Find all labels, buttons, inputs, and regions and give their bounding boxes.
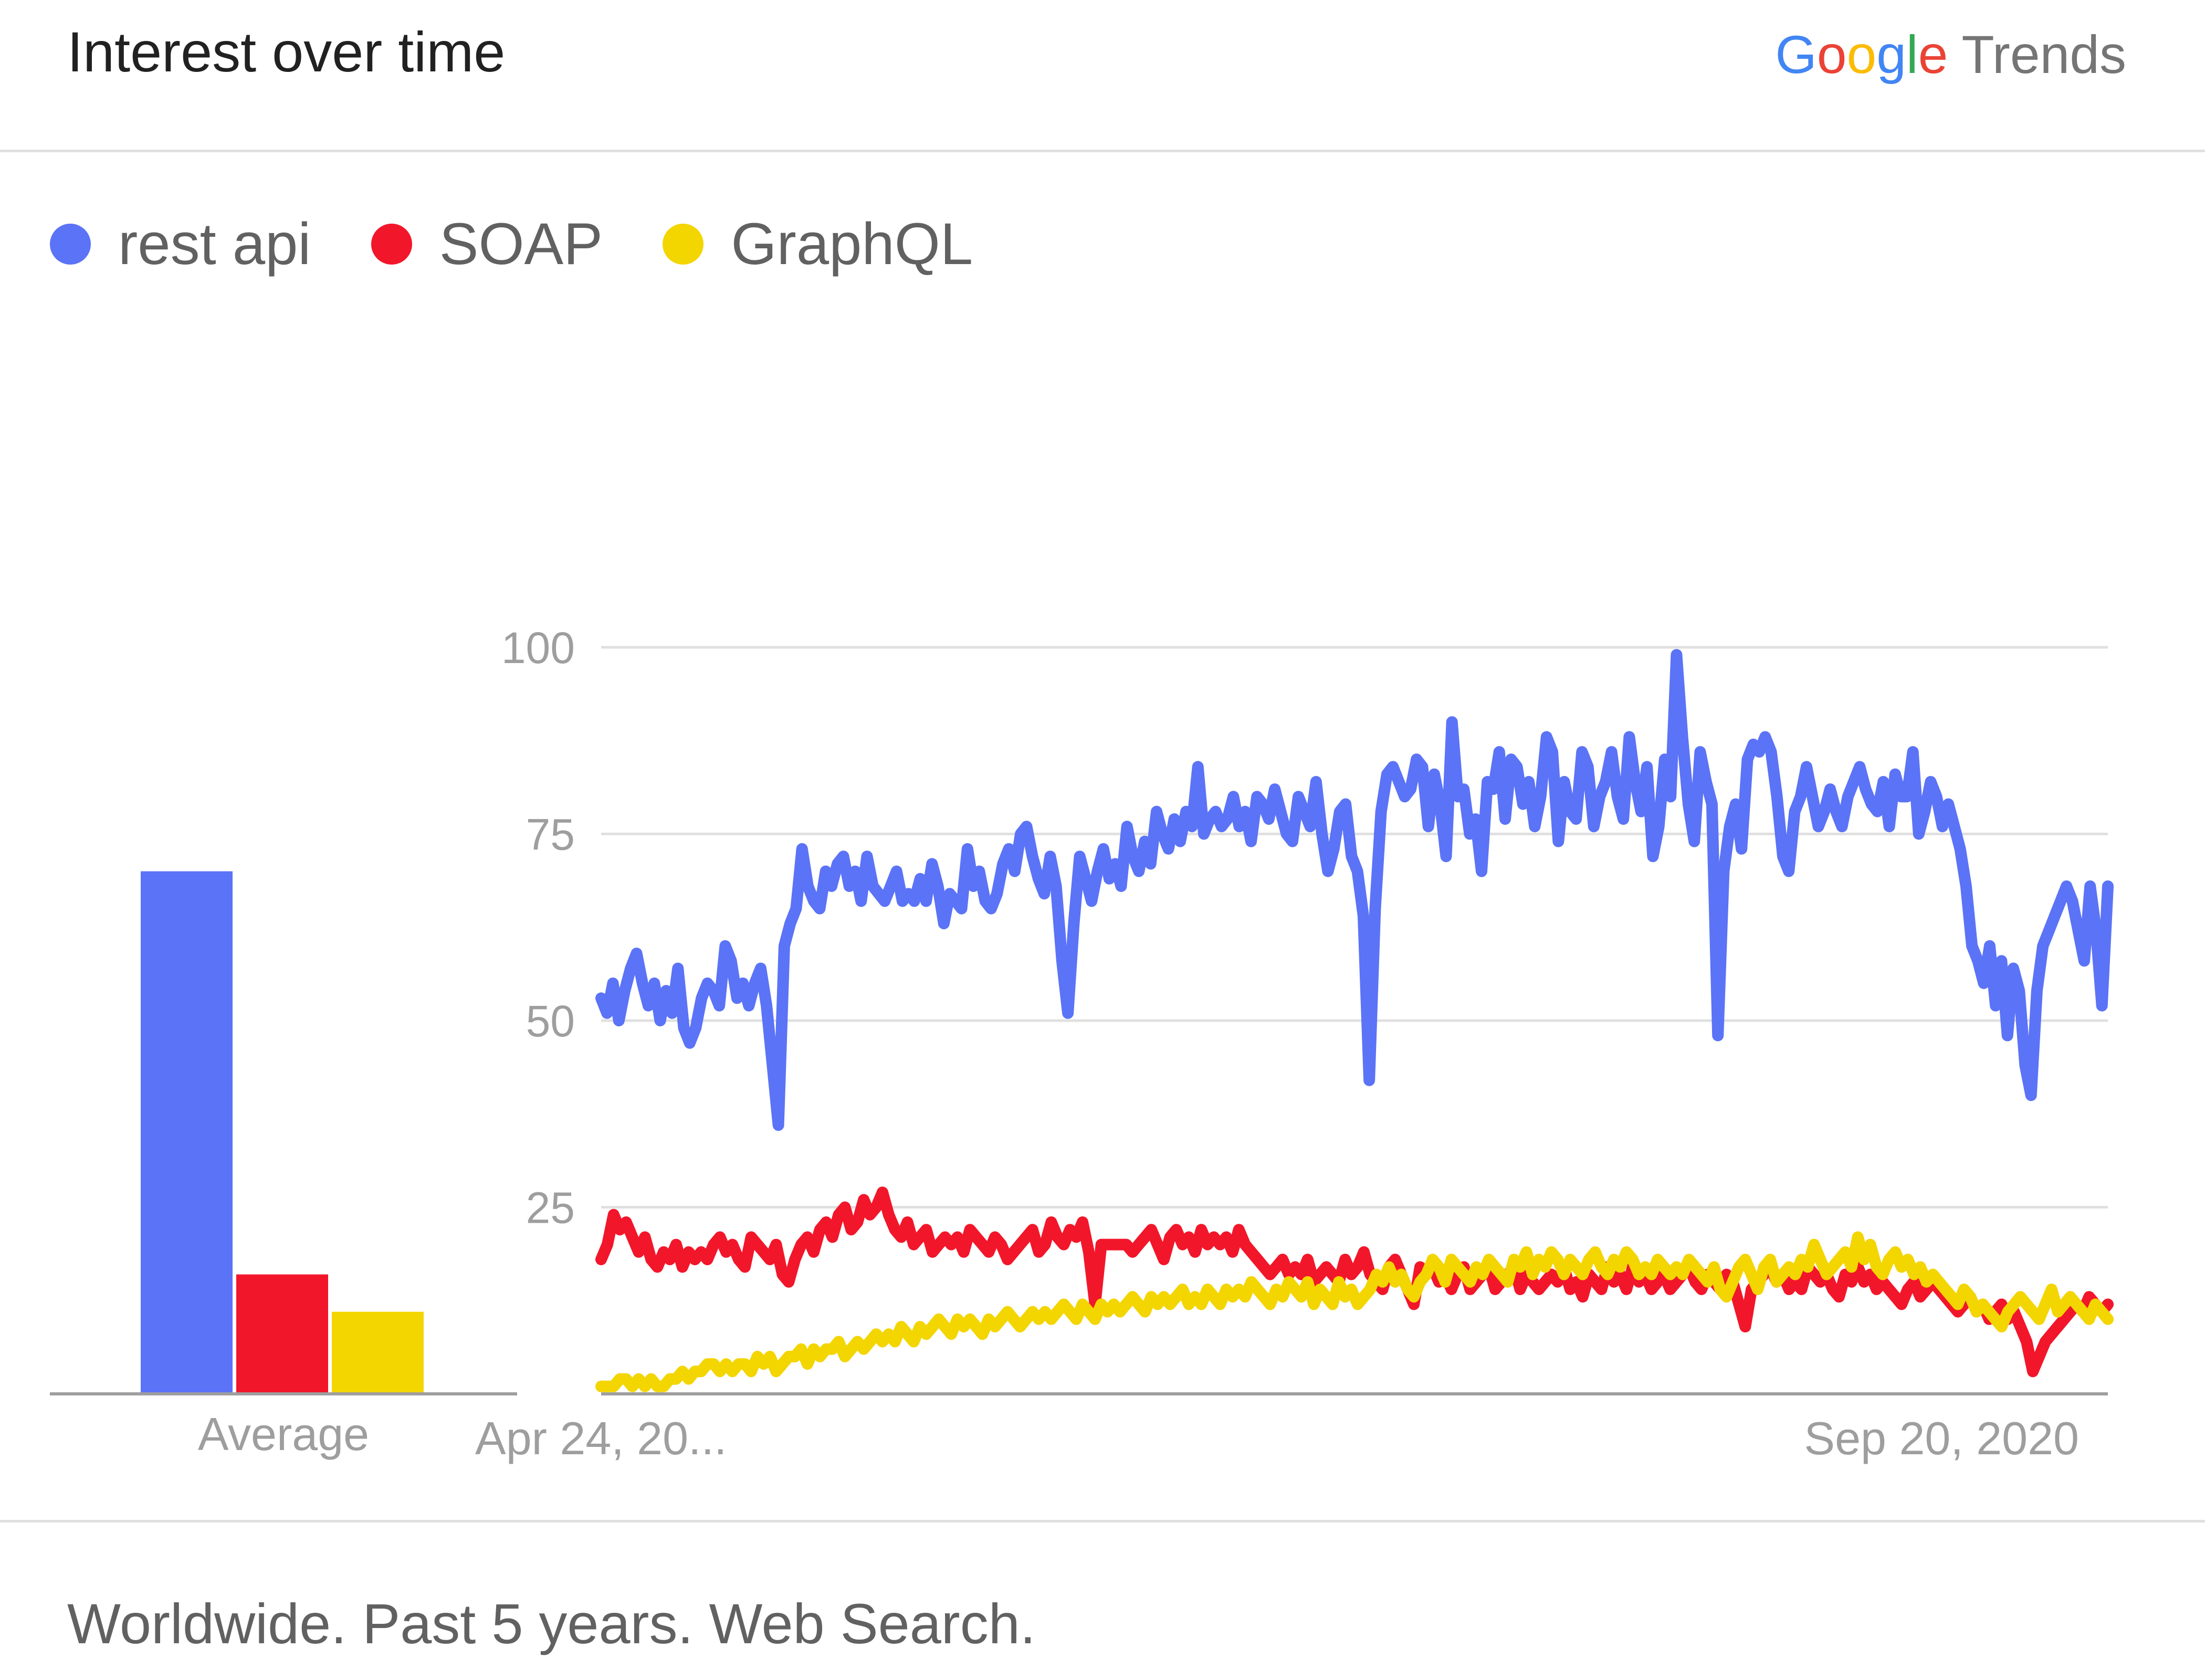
legend-label-soap: SOAP <box>439 211 603 277</box>
y-tick-label: 100 <box>501 623 575 673</box>
google-trends-logo[interactable]: Google Trends <box>1775 24 2126 86</box>
chart-legend: rest api SOAP GraphQL <box>50 210 1031 299</box>
legend-marker-graphql <box>663 223 704 265</box>
y-tick-label: 75 <box>526 810 575 859</box>
average-bar <box>332 1311 424 1394</box>
average-bar-group <box>141 871 424 1394</box>
chart-gridlines <box>601 646 2108 1209</box>
average-label: Average <box>198 1408 369 1460</box>
legend-marker-soap <box>371 223 412 265</box>
series-line-rest-api <box>595 649 2114 1131</box>
card-header: Interest over time Google Trends <box>0 0 2205 152</box>
trends-logo-text: Trends <box>1961 25 2126 85</box>
card-title: Interest over time <box>67 20 506 83</box>
legend-item-soap[interactable]: SOAP <box>371 210 603 278</box>
x-tick-label-start: Apr 24, 20... <box>475 1412 727 1464</box>
y-tick-label: 50 <box>526 996 575 1046</box>
google-logo-letter: o <box>1846 25 1877 85</box>
google-logo-letter: g <box>1876 25 1906 85</box>
legend-label-rest-api: rest api <box>118 211 311 277</box>
series-line-soap <box>595 1186 2114 1378</box>
footer-description: Worldwide. Past 5 years. Web Search. <box>67 1592 1036 1655</box>
average-bar <box>236 1274 328 1394</box>
x-tick-label-end: Sep 20, 2020 <box>1804 1412 2079 1464</box>
legend-item-rest-api[interactable]: rest api <box>50 210 311 278</box>
google-logo-letter: e <box>1918 25 1948 85</box>
average-bar <box>141 871 233 1394</box>
series-line-graphql <box>595 1231 2114 1392</box>
google-logo-letter: l <box>1906 25 1918 85</box>
legend-item-graphql[interactable]: GraphQL <box>663 210 973 278</box>
y-axis-tick-labels: 100 75 50 25 <box>501 623 575 1233</box>
y-tick-label: 25 <box>526 1183 575 1233</box>
legend-label-graphql: GraphQL <box>731 211 973 277</box>
series-lines <box>595 649 2114 1392</box>
card-footer: Worldwide. Past 5 years. Web Search. <box>0 1520 2205 1680</box>
legend-marker-rest-api <box>50 223 91 265</box>
google-logo-letter: G <box>1775 25 1817 85</box>
google-logo-letter: o <box>1816 25 1847 85</box>
